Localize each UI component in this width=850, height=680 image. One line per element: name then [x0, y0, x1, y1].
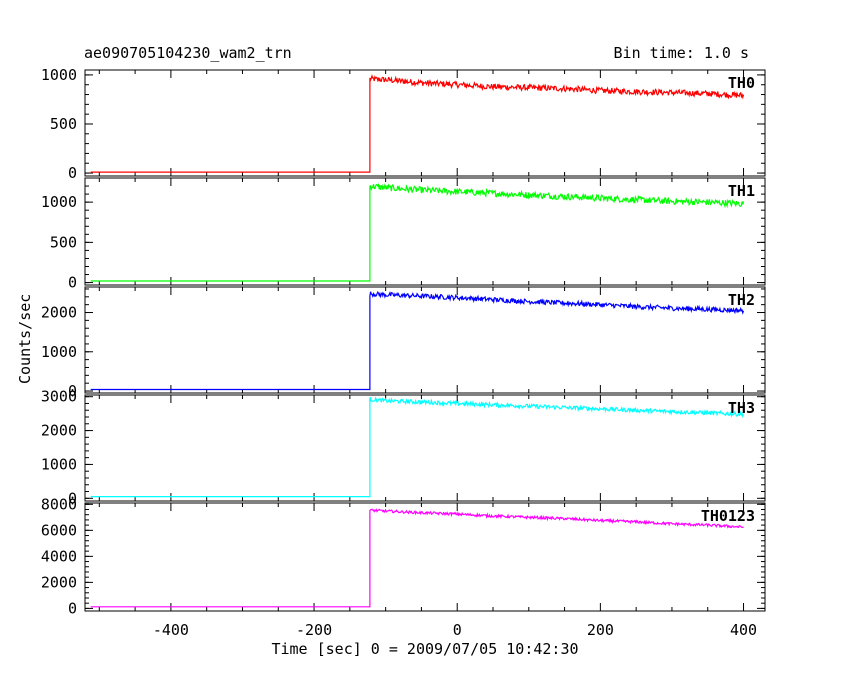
x-tick-label: -400	[153, 621, 189, 639]
bin-time-label: Bin time: 1.0 s	[613, 44, 749, 62]
x-tick-label: 200	[587, 621, 614, 639]
series-line-th0	[90, 74, 745, 173]
y-tick-label: 3000	[41, 388, 77, 406]
series-label-th0: TH0	[728, 74, 755, 92]
series-line-th2	[90, 290, 745, 391]
y-tick-label: 4000	[41, 547, 77, 565]
y-tick-label: 2000	[41, 304, 77, 322]
panel-frame-th0	[84, 69, 766, 177]
y-tick-label: 1000	[41, 66, 77, 84]
panel-frame-th3	[84, 394, 766, 502]
y-tick-label: 0	[68, 382, 77, 400]
series-line-th1	[90, 182, 745, 282]
y-tick-label: 500	[50, 233, 77, 251]
x-axis-label: Time [sec] 0 = 2009/07/05 10:42:30	[271, 640, 579, 658]
y-tick-label: 1000	[41, 343, 77, 361]
x-tick-label: 400	[730, 621, 757, 639]
panel-frame-th1	[84, 177, 766, 286]
y-axis-label: Counts/sec	[16, 293, 34, 384]
y-tick-label: 0	[68, 274, 77, 292]
y-tick-label: 500	[50, 115, 77, 133]
y-tick-label: 0	[68, 599, 77, 617]
series-label-th2: TH2	[728, 291, 755, 309]
series-label-th0123: TH0123	[701, 507, 755, 525]
series-line-th3	[90, 396, 745, 498]
y-tick-label: 0	[68, 489, 77, 507]
panel-frame-th2	[84, 286, 766, 394]
y-tick-label: 1000	[41, 455, 77, 473]
panel-frame-th0123	[84, 502, 766, 612]
chart-title: ae090705104230_wam2_trn	[84, 44, 292, 62]
y-tick-label: 2000	[41, 573, 77, 591]
series-label-th3: TH3	[728, 399, 755, 417]
x-tick-label: -200	[296, 621, 332, 639]
y-tick-label: 6000	[41, 521, 77, 539]
y-tick-label: 0	[68, 164, 77, 182]
y-tick-label: 2000	[41, 422, 77, 440]
y-tick-label: 1000	[41, 193, 77, 211]
y-tick-label: 8000	[41, 495, 77, 513]
series-line-th0123	[90, 508, 744, 608]
series-label-th1: TH1	[728, 182, 755, 200]
x-tick-label: 0	[453, 621, 462, 639]
